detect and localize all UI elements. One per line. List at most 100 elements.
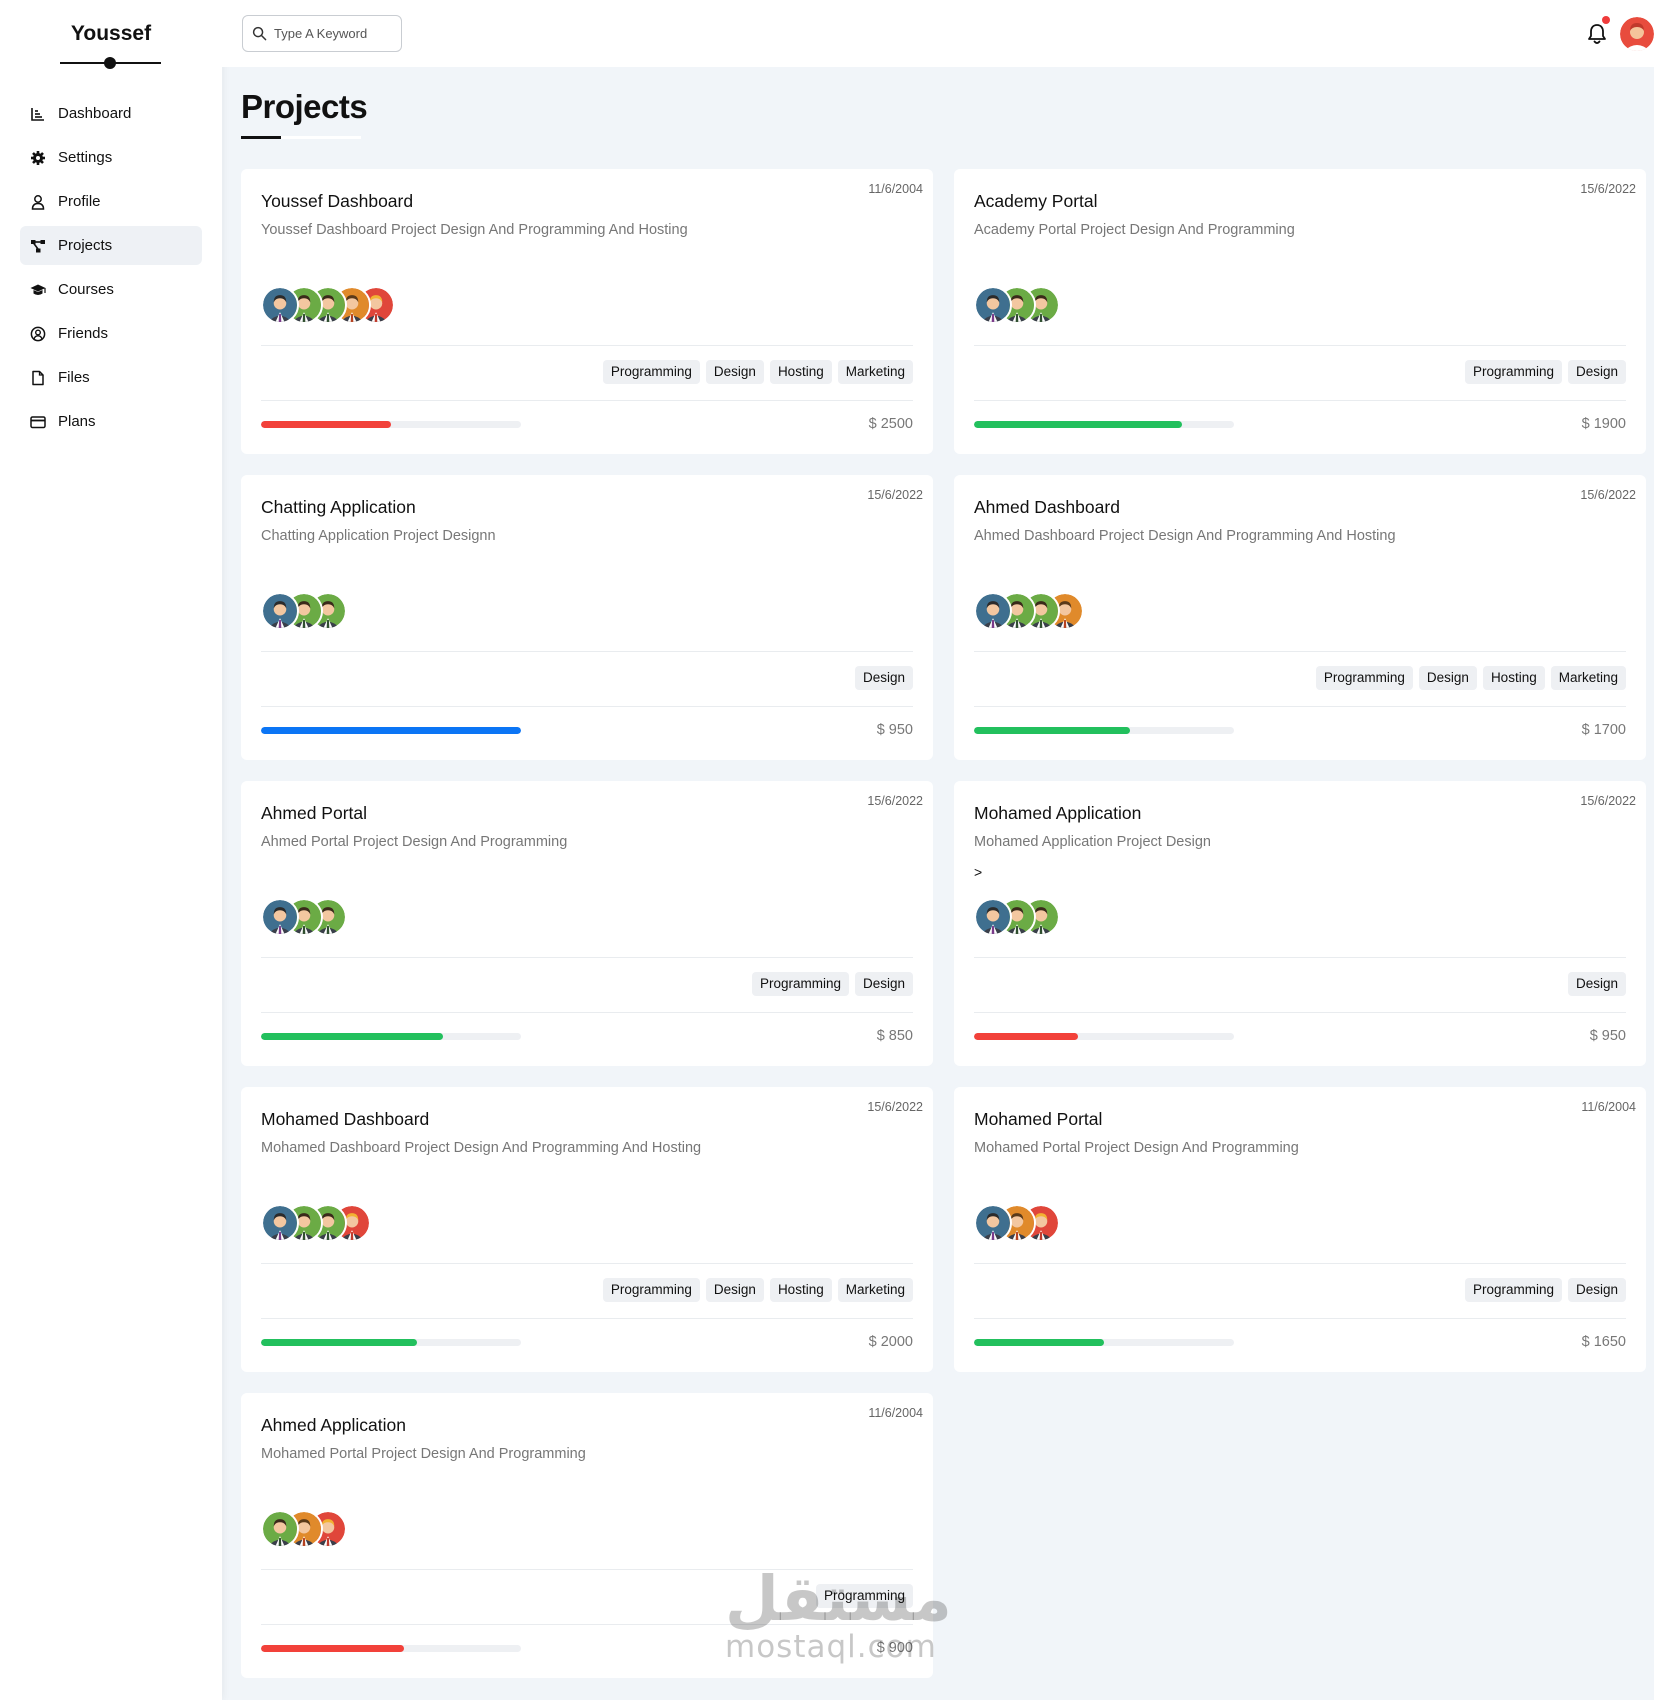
sidebar-item-label: Settings: [58, 149, 113, 166]
tag-hosting[interactable]: Hosting: [1482, 666, 1545, 690]
page-title-underline: [241, 136, 361, 139]
progress-bar: [261, 1339, 521, 1346]
project-date: 15/6/2022: [867, 794, 923, 808]
project-tags: Programming Design: [1464, 1278, 1626, 1302]
card-divider: [261, 957, 913, 958]
sidebar-item-projects[interactable]: Projects: [20, 226, 202, 265]
tag-design[interactable]: Design: [705, 1278, 764, 1302]
project-card[interactable]: 15/6/2022 Ahmed Portal Ahmed Portal Projec…: [241, 781, 933, 1066]
project-price: $ 950: [876, 722, 913, 738]
project-tags: Programming Design Hosting Marketing: [602, 360, 913, 384]
sidebar-nav: Dashboard Settings Profile Projects Courses F…: [20, 94, 202, 446]
card-divider: [261, 1569, 913, 1570]
sidebar-item-label: Projects: [58, 237, 113, 254]
team-member-avatar[interactable]: [261, 592, 299, 630]
project-price: $ 900: [876, 1640, 913, 1656]
file-icon: [30, 370, 46, 386]
project-tags: Programming Design Hosting Marketing: [602, 1278, 913, 1302]
tag-design[interactable]: Design: [1567, 1278, 1626, 1302]
project-date: 11/6/2004: [868, 182, 923, 196]
tag-marketing[interactable]: Marketing: [837, 360, 913, 384]
chart-icon: [30, 106, 46, 122]
team-avatars: [974, 1204, 1060, 1242]
project-title: Mohamed Dashboard: [261, 1109, 430, 1129]
progress-fill: [261, 421, 391, 428]
project-description: Academy Portal Project Design And Progra…: [974, 222, 1295, 238]
progress-fill: [261, 1645, 404, 1652]
project-card[interactable]: 11/6/2004 Youssef Dashboard Youssef Dashbo…: [241, 169, 933, 454]
team-member-avatar[interactable]: [974, 592, 1012, 630]
team-member-avatar[interactable]: [261, 1510, 299, 1548]
sidebar-item-friends[interactable]: Friends: [20, 314, 202, 353]
team-member-avatar[interactable]: [261, 898, 299, 936]
team-avatars: [974, 898, 1060, 936]
project-description: Mohamed Portal Project Design And Progra…: [974, 1140, 1299, 1156]
tag-design[interactable]: Design: [1418, 666, 1477, 690]
team-member-avatar[interactable]: [261, 1204, 299, 1242]
projects-grid: 11/6/2004 Youssef Dashboard Youssef Dashbo…: [241, 169, 1647, 1678]
credit-card-icon: [30, 414, 46, 430]
card-divider: [261, 1012, 913, 1013]
tag-design[interactable]: Design: [1567, 360, 1626, 384]
project-price: $ 1650: [1581, 1334, 1626, 1350]
progress-fill: [974, 1339, 1104, 1346]
project-price: $ 850: [876, 1028, 913, 1044]
project-tags: Design: [1567, 972, 1626, 996]
tag-marketing[interactable]: Marketing: [837, 1278, 913, 1302]
gear-icon: [30, 150, 46, 166]
team-member-avatar[interactable]: [974, 898, 1012, 936]
tag-programming[interactable]: Programming: [751, 972, 849, 996]
user-circle-icon: [30, 326, 46, 342]
project-card[interactable]: 15/6/2022 Mohamed Dashboard Mohamed Dashbo…: [241, 1087, 933, 1372]
progress-bar: [261, 421, 521, 428]
tag-programming[interactable]: Programming: [1464, 1278, 1562, 1302]
brand-name: Youssef: [70, 22, 152, 45]
tag-design[interactable]: Design: [854, 666, 913, 690]
project-card[interactable]: 15/6/2022 Mohamed Application Mohamed Appl…: [954, 781, 1646, 1066]
tag-design[interactable]: Design: [705, 360, 764, 384]
project-title: Youssef Dashboard: [261, 191, 414, 211]
project-card[interactable]: 15/6/2022 Ahmed Dashboard Ahmed Dashboard …: [954, 475, 1646, 760]
project-card[interactable]: 15/6/2022 Chatting Application Chatting Ap…: [241, 475, 933, 760]
team-member-avatar[interactable]: [974, 1204, 1012, 1242]
tag-design[interactable]: Design: [1567, 972, 1626, 996]
sidebar-item-dashboard[interactable]: Dashboard: [20, 94, 202, 133]
team-member-avatar[interactable]: [261, 286, 299, 324]
sidebar-item-courses[interactable]: Courses: [20, 270, 202, 309]
progress-fill: [261, 1033, 443, 1040]
progress-fill: [974, 727, 1130, 734]
card-divider: [974, 957, 1626, 958]
user-avatar[interactable]: [1620, 17, 1654, 51]
sidebar-item-files[interactable]: Files: [20, 358, 202, 397]
sidebar-item-plans[interactable]: Plans: [20, 402, 202, 441]
team-member-avatar[interactable]: [974, 286, 1012, 324]
tag-programming[interactable]: Programming: [815, 1584, 913, 1608]
search-icon: [252, 26, 267, 41]
tag-hosting[interactable]: Hosting: [769, 1278, 832, 1302]
tag-programming[interactable]: Programming: [1315, 666, 1413, 690]
project-card[interactable]: 11/6/2004 Ahmed Application Mohamed Portal…: [241, 1393, 933, 1678]
project-description: Mohamed Portal Project Design And Progra…: [261, 1446, 586, 1462]
progress-bar: [261, 727, 521, 734]
card-divider: [974, 345, 1626, 346]
tag-hosting[interactable]: Hosting: [769, 360, 832, 384]
sidebar-item-profile[interactable]: Profile: [20, 182, 202, 221]
project-title: Ahmed Application: [261, 1415, 406, 1435]
project-price: $ 950: [1589, 1028, 1626, 1044]
sidebar-item-settings[interactable]: Settings: [20, 138, 202, 177]
search-box[interactable]: [242, 15, 402, 52]
tag-programming[interactable]: Programming: [602, 1278, 700, 1302]
tag-design[interactable]: Design: [854, 972, 913, 996]
tag-programming[interactable]: Programming: [602, 360, 700, 384]
project-tags: Programming Design: [1464, 360, 1626, 384]
project-card[interactable]: 15/6/2022 Academy Portal Academy Portal Pr…: [954, 169, 1646, 454]
progress-bar: [261, 1645, 521, 1652]
search-input[interactable]: [274, 26, 384, 41]
tag-marketing[interactable]: Marketing: [1550, 666, 1626, 690]
team-avatars: [261, 592, 347, 630]
tag-programming[interactable]: Programming: [1464, 360, 1562, 384]
bell-icon[interactable]: [1586, 22, 1608, 46]
project-card[interactable]: 11/6/2004 Mohamed Portal Mohamed Portal Pr…: [954, 1087, 1646, 1372]
project-description: Chatting Application Project Designn: [261, 528, 496, 544]
project-tags: Programming Design: [751, 972, 913, 996]
